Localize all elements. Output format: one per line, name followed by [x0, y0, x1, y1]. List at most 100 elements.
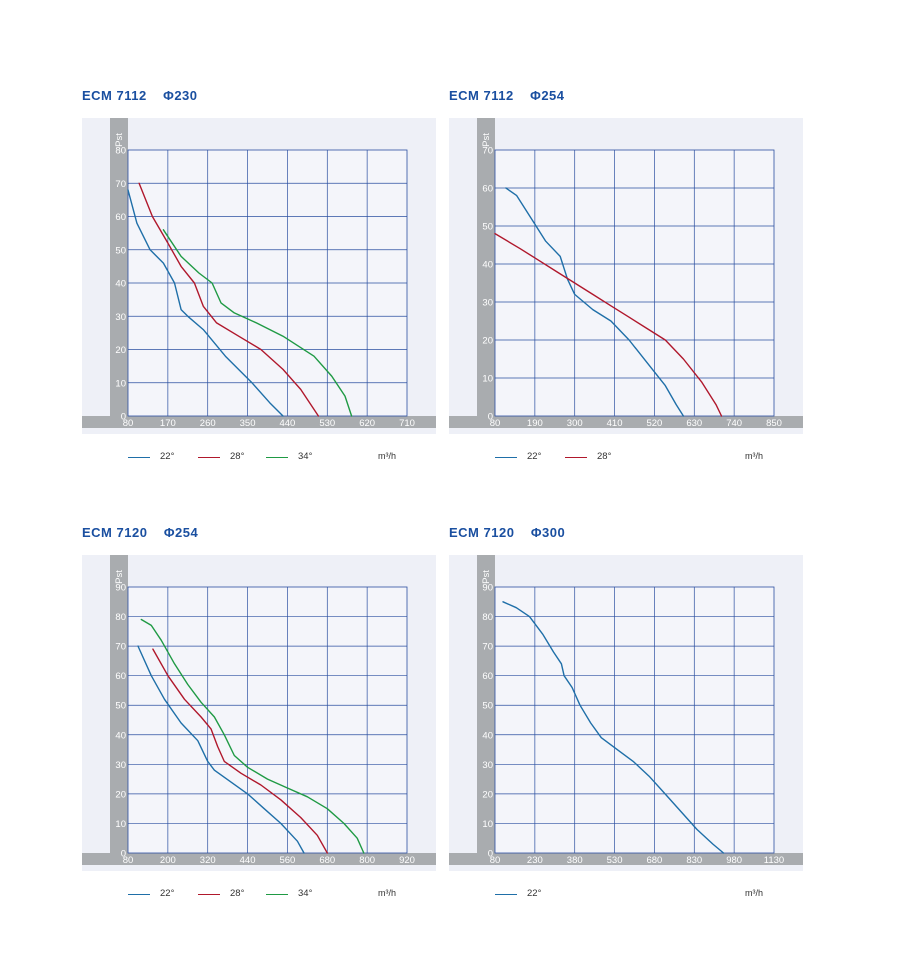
legend-label: 34° [298, 451, 313, 462]
y-axis-band [477, 555, 495, 853]
y-axis-band [110, 118, 128, 416]
x-tick-label: 520 [646, 418, 662, 429]
x-tick-label: 190 [527, 418, 543, 429]
legend-line-icon [495, 894, 517, 895]
y-tick-label: 60 [115, 671, 126, 682]
y-tick-label: 70 [482, 642, 493, 653]
y-tick-label: 30 [115, 312, 126, 323]
x-tick-label: 830 [686, 855, 702, 866]
y-tick-label: 90 [482, 583, 493, 594]
legend-label: 22° [160, 451, 175, 462]
y-tick-label: 50 [115, 245, 126, 256]
y-axis-band [477, 118, 495, 416]
chart-panel-2: ECM 7112 Φ254 0 10 20 30 40 50 60 70 80 190 300 410… [449, 88, 819, 488]
chart-panel-4: ECM 7120 Φ300 0 10 20 30 40 50 60 70 80 90 80 230 38… [449, 525, 819, 925]
series-line-22 [137, 645, 305, 854]
x-tick-label: 680 [646, 855, 662, 866]
y-tick-label: 0 [121, 849, 126, 860]
x-tick-label: 80 [490, 855, 501, 866]
y-axis-band [110, 555, 128, 853]
y-tick-label: 10 [482, 819, 493, 830]
x-tick-label: 380 [567, 855, 583, 866]
series-line-22 [505, 187, 685, 417]
y-tick-label: 40 [482, 730, 493, 741]
chart-title-model: ECM 7120 [82, 525, 148, 540]
chart-title-model: ECM 7112 [82, 88, 147, 103]
x-tick-label: 230 [527, 855, 543, 866]
x-tick-label: 530 [319, 418, 335, 429]
x-tick-label: 850 [766, 418, 782, 429]
x-tick-label: 530 [607, 855, 623, 866]
chart-title-model: ECM 7120 [449, 525, 515, 540]
x-tick-label: 800 [359, 855, 375, 866]
legend-line-icon [266, 457, 288, 458]
x-tick-label: 560 [279, 855, 295, 866]
y-tick-label: 50 [115, 701, 126, 712]
legend-label: 28° [230, 451, 245, 462]
legend-line-icon [198, 457, 220, 458]
series-line-34 [140, 618, 365, 854]
y-tick-label: 60 [482, 184, 493, 195]
y-tick-label: 20 [482, 336, 493, 347]
legend-line-icon [198, 894, 220, 895]
chart-title-size: Φ254 [530, 88, 565, 103]
x-tick-label: 200 [160, 855, 176, 866]
y-tick-label: 20 [482, 789, 493, 800]
plot-area [127, 586, 408, 854]
y-tick-label: 0 [488, 412, 493, 423]
y-axis-label: Pst [114, 133, 125, 147]
legend-line-icon [128, 894, 150, 895]
y-tick-label: 0 [121, 412, 126, 423]
y-tick-label: 80 [115, 612, 126, 623]
x-tick-label: 80 [123, 855, 134, 866]
legend-label: 34° [298, 888, 313, 899]
x-tick-label: 920 [399, 855, 415, 866]
x-tick-label: 620 [359, 418, 375, 429]
plot-area [494, 149, 775, 417]
x-tick-label: 980 [726, 855, 742, 866]
fan-curve-chart: 0 10 20 30 40 50 60 70 80 190 300 410 520 630 740 850 Ps… [449, 118, 803, 434]
y-axis-label: Pst [481, 133, 492, 147]
legend-line-icon [495, 457, 517, 458]
y-tick-label: 10 [482, 374, 493, 385]
chart-title-size: Φ254 [163, 525, 199, 540]
chart-panel-3: ECM 7120 Φ254 0 10 20 30 40 50 60 70 80 90 80 200 32… [82, 525, 452, 925]
y-tick-label: 30 [482, 298, 493, 309]
legend-label: 28° [597, 451, 612, 462]
y-tick-label: 30 [115, 760, 126, 771]
x-tick-label: 1130 [764, 855, 784, 866]
plot-area [494, 586, 775, 854]
x-tick-label: 300 [567, 418, 583, 429]
series-line-28 [494, 232, 723, 417]
chart-title: ECM 7120 Φ254 [82, 525, 198, 540]
x-tick-label: 680 [319, 855, 335, 866]
legend-line-icon [128, 457, 150, 458]
x-tick-label: 440 [279, 418, 295, 429]
y-tick-label: 10 [115, 819, 126, 830]
y-axis-label: Pst [114, 570, 125, 584]
y-tick-label: 70 [115, 642, 126, 653]
chart-title-size: Φ300 [530, 525, 566, 540]
y-tick-label: 50 [482, 701, 493, 712]
unit-label: m³/h [378, 451, 396, 461]
fan-curve-chart: 0 10 20 30 40 50 60 70 80 90 80 200 320 440 560 680 800 9… [82, 555, 436, 871]
y-tick-label: 30 [482, 760, 493, 771]
series-line-22 [502, 601, 725, 854]
y-tick-label: 40 [482, 260, 493, 271]
chart-title-model: ECM 7112 [449, 88, 514, 103]
y-tick-label: 80 [482, 612, 493, 623]
legend-line-icon [565, 457, 587, 458]
x-tick-label: 630 [686, 418, 702, 429]
x-tick-label: 320 [200, 855, 216, 866]
legend-line-icon [266, 894, 288, 895]
fan-curve-chart: 0 10 20 30 40 50 60 70 80 90 80 230 380 530 680 830 980 1… [449, 555, 803, 871]
y-tick-label: 90 [115, 583, 126, 594]
x-tick-label: 410 [607, 418, 623, 429]
x-axis-band [449, 853, 803, 865]
chart-title-size: Φ230 [163, 88, 198, 103]
y-tick-label: 20 [115, 789, 126, 800]
y-axis-label: Pst [481, 570, 492, 584]
y-tick-label: 60 [115, 212, 126, 223]
legend-label: 22° [160, 888, 175, 899]
y-tick-label: 70 [115, 179, 126, 190]
